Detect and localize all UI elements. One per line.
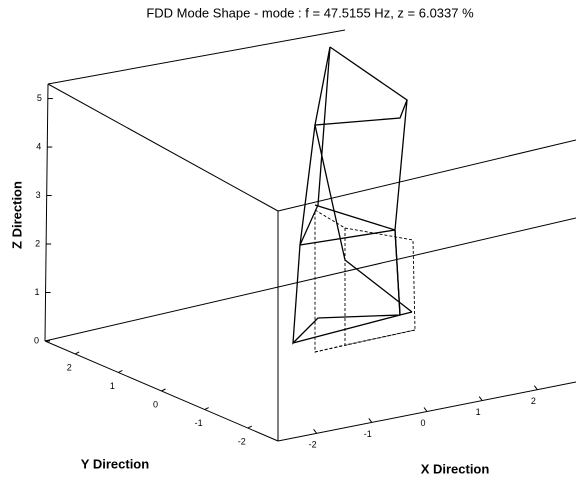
x-tick-label: 2 [531, 396, 536, 406]
z-tick-label: 3 [36, 190, 41, 200]
y-tick [204, 407, 209, 410]
y-tick [161, 388, 166, 392]
z-axis-label: Z Direction [9, 181, 24, 249]
x-tick [533, 385, 538, 390]
y-axis-label: Y Direction [81, 456, 149, 471]
x-tick-label: 0 [420, 418, 425, 428]
z-tick-label: 1 [35, 287, 40, 297]
y-tick-label: -2 [238, 436, 246, 446]
z-tick-label: 5 [37, 93, 42, 103]
y-tick-label: -1 [195, 418, 203, 428]
y-tick [247, 425, 253, 429]
x-tick-label: -2 [309, 440, 317, 450]
y-tick [118, 370, 123, 373]
z-tick-label: 0 [34, 335, 39, 345]
x-tick [478, 396, 483, 401]
mode-shape [292, 46, 416, 353]
z-tick-label: 2 [35, 238, 40, 248]
x-axis-label: X Direction [421, 461, 490, 476]
y-tick-label: 1 [110, 381, 115, 391]
y-tick-label: 2 [67, 362, 72, 372]
x-tick-label: -1 [364, 429, 372, 439]
axes-box [44, 29, 576, 442]
y-tick [74, 351, 80, 355]
z-tick-label: 4 [36, 141, 41, 151]
x-tick [368, 418, 373, 423]
y-tick-label: 0 [153, 399, 158, 409]
x-tick [423, 407, 428, 412]
x-tick [313, 429, 318, 434]
chart-title: FDD Mode Shape - mode : f = 47.5155 Hz, … [146, 5, 474, 20]
x-tick-label: 1 [476, 407, 481, 417]
